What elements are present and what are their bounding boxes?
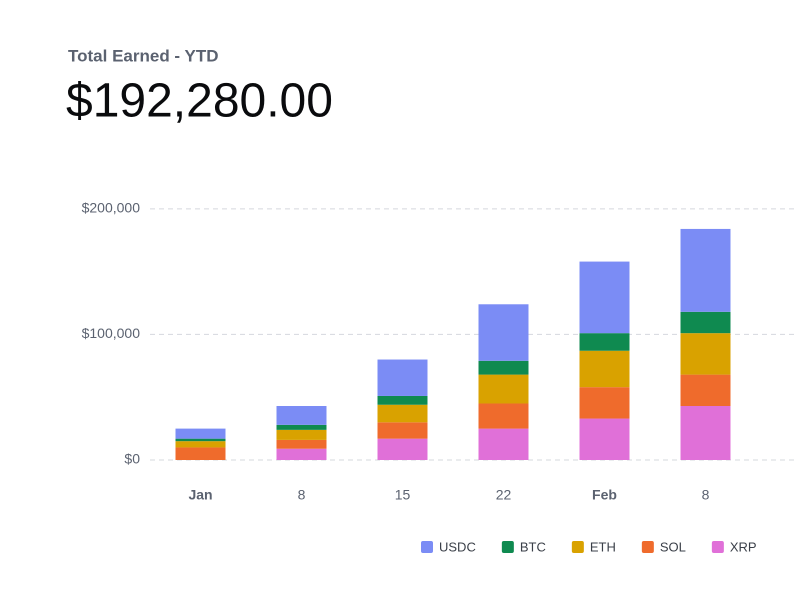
y-tick-label: $100,000	[82, 325, 141, 341]
legend-label: BTC	[520, 539, 546, 554]
bar-segment	[276, 406, 327, 425]
legend-label: USDC	[439, 539, 476, 554]
bar-segment	[276, 429, 327, 440]
bar-segment	[377, 404, 428, 423]
bar-segment	[175, 447, 226, 460]
legend-swatch	[711, 541, 724, 553]
bar-segment	[478, 403, 529, 429]
bar-segment	[377, 395, 428, 405]
bar-segment	[276, 448, 327, 460]
x-tick-label: 22	[496, 487, 512, 503]
x-tick-label: Jan	[188, 487, 212, 503]
y-tick-label: $0	[124, 451, 140, 467]
bar-segment	[579, 261, 630, 334]
bar-segment	[579, 418, 630, 460]
legend-label: ETH	[590, 539, 616, 554]
bar-segment	[680, 228, 731, 312]
bar-segment	[680, 333, 731, 375]
x-tick-label: 8	[298, 487, 306, 503]
bar-segment	[377, 422, 428, 439]
legend-swatch	[641, 541, 654, 553]
legend-swatch	[571, 541, 584, 553]
bar-segment	[478, 360, 529, 375]
bar-segment	[579, 350, 630, 388]
x-tick-label: 15	[395, 487, 411, 503]
bar-segment	[175, 428, 226, 439]
legend-label: XRP	[730, 539, 757, 554]
bar-segment	[276, 439, 327, 449]
legend-label: SOL	[660, 539, 686, 554]
y-tick-label: $200,000	[82, 200, 141, 216]
bar-segment	[680, 406, 731, 460]
legend-swatch	[421, 541, 433, 553]
bar-segment	[579, 333, 630, 351]
legend-swatch	[501, 541, 514, 553]
x-tick-label: Feb	[592, 487, 617, 503]
bar-segment	[377, 359, 428, 396]
bar-segment	[478, 428, 529, 460]
bar-segment	[377, 438, 428, 460]
bar-segment	[478, 374, 529, 404]
bar-segment	[175, 441, 226, 448]
x-tick-label: 8	[702, 487, 710, 503]
bar-segment	[175, 438, 226, 442]
bar-segment	[579, 387, 630, 419]
header-amount: $192,280.00	[66, 75, 333, 128]
header-label: Total Earned - YTD	[68, 46, 219, 65]
bar-segment	[680, 311, 731, 334]
bar-segment	[276, 424, 327, 430]
bar-segment	[680, 374, 731, 406]
bar-segment	[478, 304, 529, 361]
